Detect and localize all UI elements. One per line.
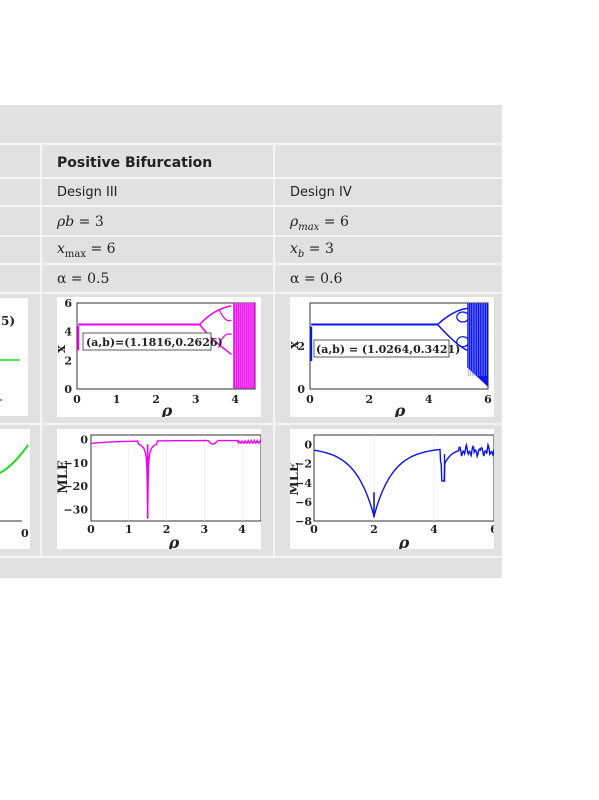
comparison-table: Positive Bifurcation Design III Design I…	[0, 105, 502, 578]
mle-iv-axes-frame	[313, 434, 494, 522]
bif-iv-ylabel: x	[290, 341, 302, 349]
bif-iv-xtick: 4	[425, 393, 433, 406]
rho-max-param: ρmax = 6	[290, 214, 349, 236]
bifurcation-plot-design-iv: (a,b) = (1.0264,0.3421) 0 2 4 6 0 2 ρ x	[290, 297, 494, 417]
bif-iii-ytick: 4	[64, 326, 72, 339]
mle-iv-xtick: 4	[430, 523, 438, 536]
mle-iii-ytick: −10	[63, 457, 88, 470]
x-max-param: xmax = 6	[57, 241, 116, 263]
bif-iii-ytick: 2	[64, 354, 72, 367]
rho-var: ρ	[290, 214, 299, 230]
x-max-eq: = 6	[86, 241, 116, 257]
bif-iii-ytick: 6	[64, 297, 72, 310]
bif-iii-ytick: 0	[64, 383, 72, 396]
mle-iv-xlabel: ρ	[398, 533, 410, 549]
partial-mle-plot: 0	[0, 429, 30, 549]
mle-iii-xlabel: ρ	[168, 533, 180, 549]
bif-iv-xtick: 2	[366, 393, 374, 406]
mle-iv-ytick: −8	[295, 515, 312, 528]
mle-iii-axes-frame	[90, 434, 261, 522]
bif-iv-annotation: (a,b) = (1.0264,0.3421)	[316, 343, 460, 356]
partial-top-label: 5)	[1, 314, 15, 328]
bif-iii-xtick: 1	[113, 393, 121, 406]
bif-iii-xlabel: ρ	[161, 401, 173, 417]
mle-iii-ylabel: MLE	[57, 460, 71, 494]
x-b-var: x	[290, 241, 298, 257]
bif-iv-xtick: 0	[306, 393, 314, 406]
bif-iii-xtick: 2	[152, 393, 160, 406]
bif-iii-xtick: 0	[73, 393, 81, 406]
mle-iii-xtick: 0	[87, 523, 95, 536]
x-b-param: xb = 3	[290, 241, 334, 263]
mle-iii-xtick: 4	[238, 523, 246, 536]
mle-plot-design-iii: 0 1 2 3 4 0 −10 −20 −30 ρ MLE	[57, 429, 261, 549]
bif-iv-xtick: 6	[484, 393, 492, 406]
mle-iii-xtick: 2	[163, 523, 171, 536]
mle-iii-line	[91, 438, 261, 511]
design-iv-label: Design IV	[290, 185, 352, 200]
mle-iii-ytick: −30	[63, 503, 88, 516]
bifurcation-plot-design-iii: (a,b)=(1.1816,0.2626) 0 1 2 3 4 0 2 4 6 ρ x	[57, 297, 261, 417]
mle-iv-xtick: 6	[490, 523, 494, 536]
bif-iv-ytick: 0	[297, 383, 305, 396]
alpha-c2: α = 0.5	[57, 271, 110, 287]
rho-b-param: ρb = 3	[57, 214, 104, 230]
mle-iv-ylabel: MLE	[290, 462, 302, 496]
alpha-c3: α = 0.6	[290, 271, 343, 287]
mle-iii-ytick: −20	[63, 480, 88, 493]
mle-iv-ytick: −6	[295, 496, 312, 509]
x-b-sub: b	[297, 248, 305, 260]
rho-b-eq: = 3	[74, 214, 104, 230]
mle-iv-ytick: −2	[295, 458, 312, 471]
x-max-sub: max	[64, 248, 86, 260]
rho-b-var: ρb	[57, 214, 75, 230]
rho-max-sub: max	[298, 221, 320, 233]
partial-bifurcation-plot: 5)	[0, 298, 28, 416]
x-b-eq: = 3	[304, 241, 334, 257]
mle-iv-line	[314, 442, 494, 519]
bif-iv-ytick: 2	[297, 340, 305, 353]
x-var: x	[57, 241, 65, 257]
bif-iv-curve	[310, 307, 470, 362]
mle-iii-ytick: 0	[80, 434, 88, 447]
bif-iii-xtick: 4	[231, 393, 239, 406]
bif-iii-chaos-band	[233, 303, 255, 389]
partial-bottom-tick: 0	[21, 527, 29, 540]
rho-max-eq: = 6	[319, 214, 349, 230]
mle-iii-xtick: 1	[125, 523, 133, 536]
mle-plot-design-iv: 0 2 4 6 0 −2 −4 −6 −8 ρ MLE	[290, 429, 494, 549]
bif-iii-ylabel: x	[57, 345, 69, 353]
mle-iv-ytick: −4	[295, 477, 312, 490]
bif-iii-xtick: 3	[192, 393, 200, 406]
bif-iii-curve	[77, 305, 232, 356]
mle-iv-xtick: 0	[310, 523, 318, 536]
design-iii-label: Design III	[57, 185, 118, 200]
mle-iv-ytick: 0	[304, 439, 312, 452]
bif-iii-annotation: (a,b)=(1.1816,0.2626)	[86, 336, 223, 349]
mle-iii-xtick: 3	[201, 523, 209, 536]
bif-iv-xlabel: ρ	[394, 401, 406, 417]
header-positive-bifurcation: Positive Bifurcation	[57, 155, 213, 171]
mle-iv-xtick: 2	[370, 523, 378, 536]
